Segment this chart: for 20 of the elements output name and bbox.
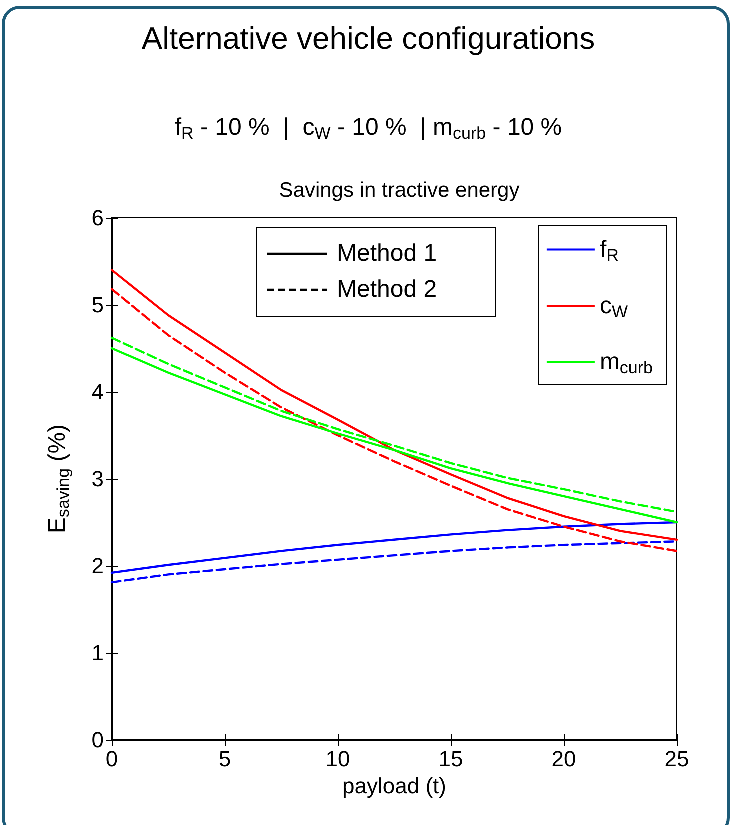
text: Savings in tractive energy [279,179,520,202]
annotation: Method 1 [337,240,438,268]
x-tick-label: 25 [664,746,690,772]
annotation: Method 2 [337,276,438,304]
y-tick-label: 0 [92,728,104,752]
y-tick-label: 4 [92,380,104,404]
x-tick-label: 5 [218,746,232,772]
x-tick-label: 10 [326,746,350,772]
y-tick-label: 5 [92,292,104,318]
y-tick-label: 1 [92,640,104,666]
x-tick-label: 20 [552,746,576,772]
x-axis-title: payload (t) [342,773,446,798]
y-tick-label: 3 [92,466,104,492]
x-tick-label: 15 [438,746,464,772]
line-series [110,521,678,574]
y-tick-label: 2 [92,554,104,578]
y-axis-title: Esaving (%) [44,424,73,534]
y-tick-label: 6 [92,206,104,230]
chart-title: Alternative vehicle configurations [142,21,596,56]
style-key-box: Method 1 Method 2 [256,227,496,317]
